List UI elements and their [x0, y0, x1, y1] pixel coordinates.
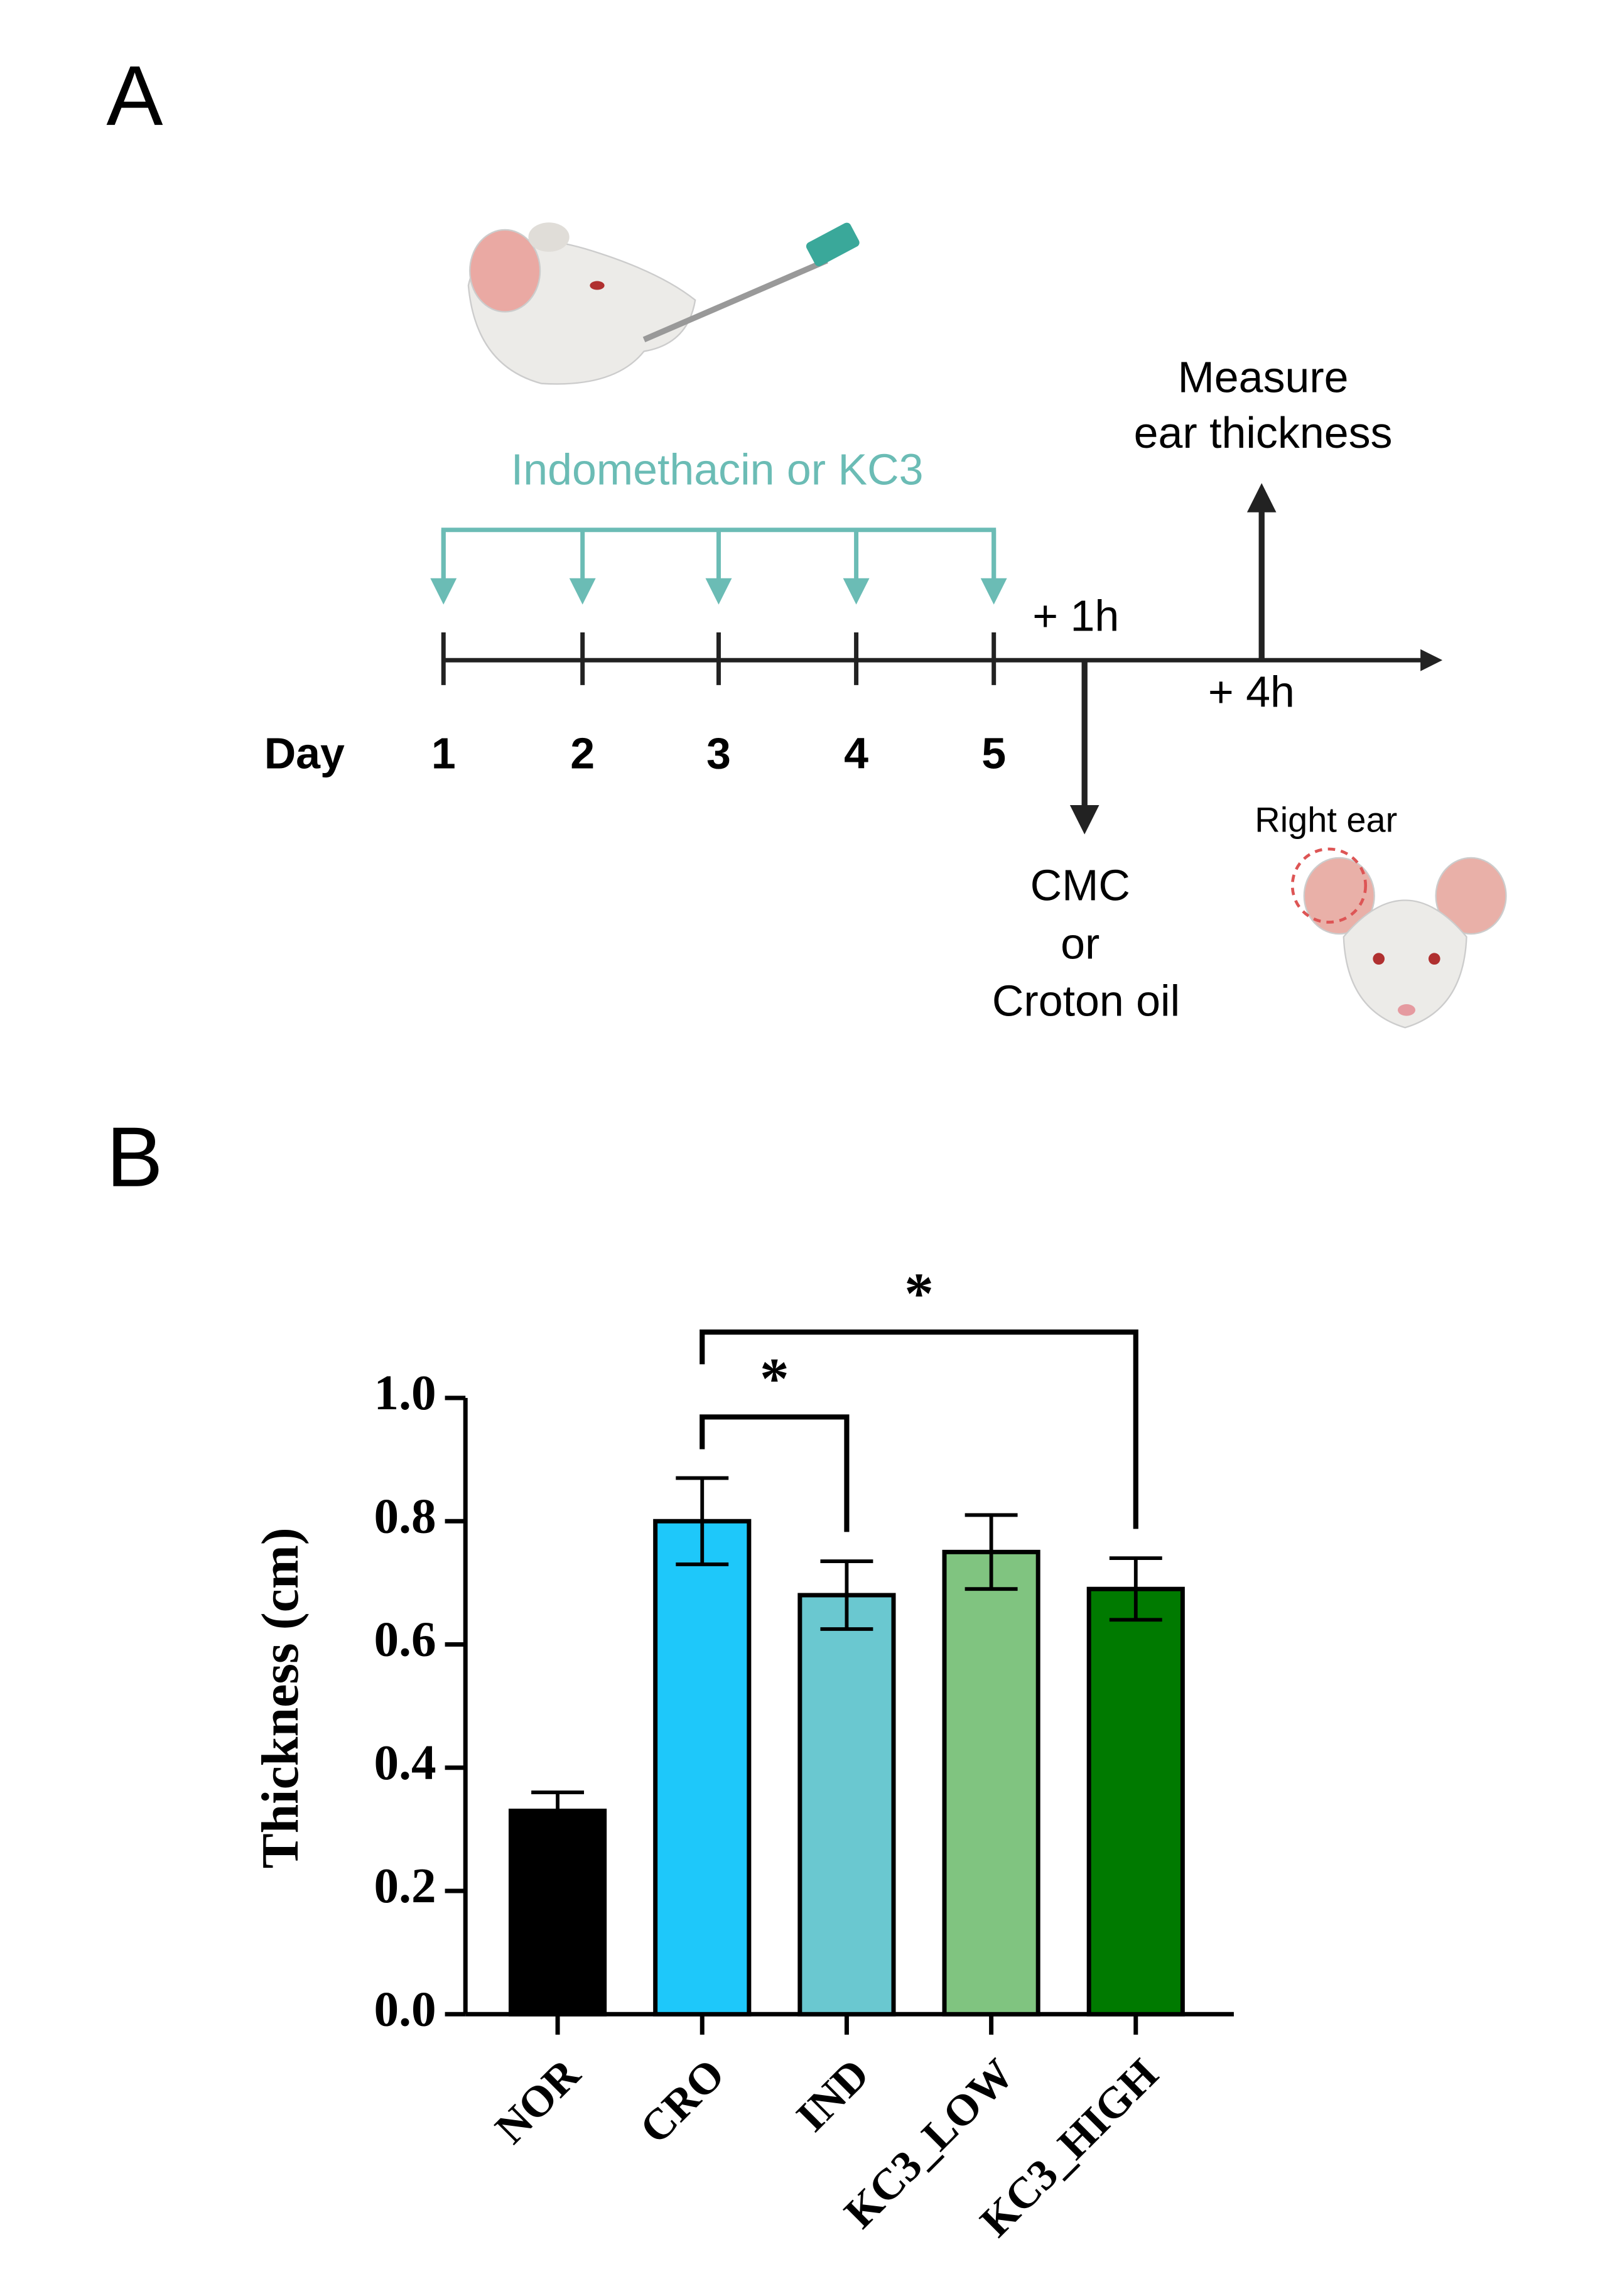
significance-bracket — [700, 1414, 850, 1532]
panel-label: A — [106, 48, 163, 143]
error-bar — [676, 1476, 729, 1566]
panel-a: A Indomethacin or KC3 Day 1 2 3 4 5 + 1 — [106, 48, 1507, 1029]
x-tick-label: NOR — [486, 2049, 590, 2153]
day-number: 5 — [981, 729, 1006, 778]
y-tick-label: 0.2 — [374, 1858, 436, 1914]
time-label: + 1h — [1032, 591, 1119, 640]
error-bar — [964, 1513, 1018, 1591]
significance-label: * — [904, 1262, 934, 1326]
treatment-label: Indomethacin or KC3 — [511, 445, 924, 494]
ear-label: Right ear — [1255, 800, 1397, 840]
bar-chart: Thickness (cm) 0.0 0.2 0.4 0.6 0.8 1.0 NOR CRO I… — [251, 1262, 1234, 2246]
significance-label: * — [760, 1346, 789, 1411]
y-axis-label: Thickness (cm) — [251, 1527, 310, 1868]
measure-label: Measure — [1178, 352, 1349, 401]
y-tick-label: 1.0 — [374, 1365, 436, 1421]
panel-label: B — [106, 1110, 163, 1205]
day-label: Day — [264, 729, 345, 778]
mouse-gavage-icon — [467, 222, 860, 385]
bar — [942, 1549, 1040, 2017]
x-tick-label: IND — [787, 2050, 878, 2141]
bar — [508, 1808, 607, 2017]
challenge-label: or — [1061, 919, 1099, 968]
day-number: 4 — [844, 729, 868, 778]
x-tick-label: CRO — [631, 2050, 734, 2153]
measure-label: ear thickness — [1134, 408, 1393, 457]
day-number: 1 — [431, 729, 456, 778]
time-label: + 4h — [1208, 668, 1295, 717]
error-bar — [820, 1559, 873, 1631]
y-tick-label: 0.6 — [374, 1612, 436, 1667]
day-ticks — [441, 632, 997, 685]
significance-bracket — [700, 1329, 1138, 1529]
error-bar — [1109, 1556, 1162, 1622]
y-tick-label: 0.4 — [374, 1735, 436, 1790]
challenge-label: CMC — [1030, 860, 1130, 909]
y-tick-label: 0.8 — [374, 1488, 436, 1544]
bar — [1086, 1586, 1185, 2017]
mouse-front-icon — [1290, 847, 1507, 1029]
bar — [653, 1519, 752, 2017]
day-number: 3 — [706, 729, 731, 778]
dose-arrows — [430, 529, 1007, 605]
y-tick-label: 0.0 — [374, 1981, 436, 2037]
bar — [797, 1593, 896, 2017]
error-bar — [531, 1790, 585, 1831]
challenge-label: Croton oil — [992, 976, 1180, 1025]
day-number: 2 — [570, 729, 595, 778]
